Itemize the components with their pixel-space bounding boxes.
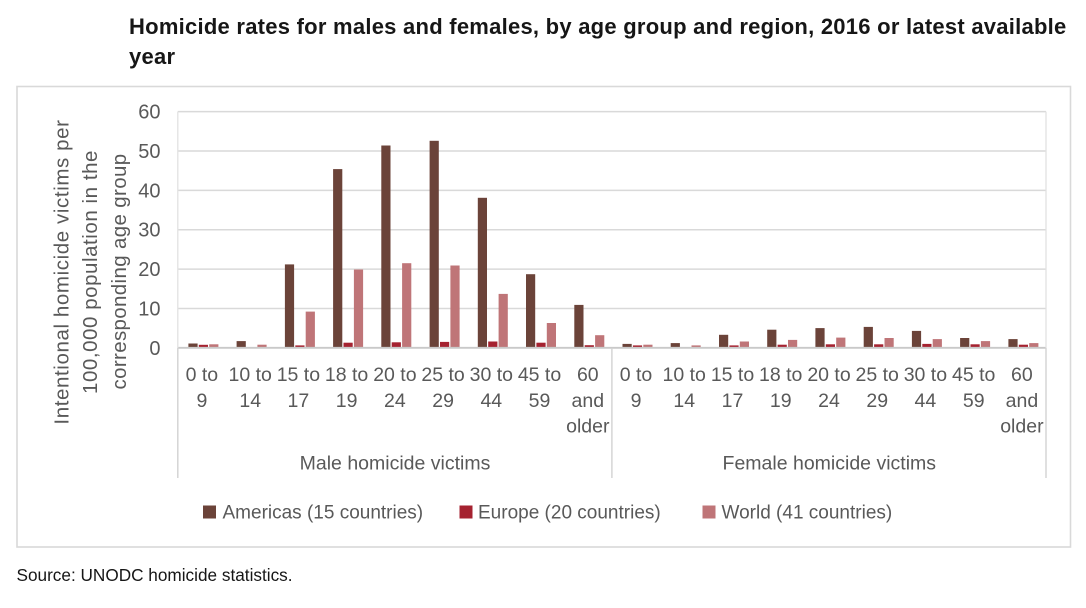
svg-text:Female homicide victims: Female homicide victims [723,453,937,475]
svg-text:older: older [566,416,610,438]
svg-text:45 to: 45 to [518,364,562,386]
svg-text:25 to: 25 to [421,364,465,386]
svg-text:59: 59 [963,390,985,412]
svg-text:25 to: 25 to [856,364,900,386]
svg-text:29: 29 [866,390,888,412]
svg-text:and: and [572,390,605,412]
svg-text:10: 10 [138,298,160,320]
svg-text:30: 30 [138,220,160,242]
svg-text:World (41 countries): World (41 countries) [722,503,893,524]
svg-text:44: 44 [915,390,937,412]
svg-text:40: 40 [138,180,160,202]
svg-text:18 to: 18 to [325,364,369,386]
svg-text:20: 20 [138,259,160,281]
svg-text:0 to: 0 to [620,364,653,386]
svg-text:30 to: 30 to [904,364,948,386]
svg-text:Male homicide victims: Male homicide victims [300,453,491,475]
svg-text:Americas (15 countries): Americas (15 countries) [223,503,424,524]
svg-text:59: 59 [529,390,551,412]
svg-text:24: 24 [818,390,840,412]
svg-text:10 to: 10 to [229,364,273,386]
svg-text:corresponding age group: corresponding age group [108,154,131,390]
svg-text:17: 17 [722,390,744,412]
svg-text:19: 19 [770,390,792,412]
svg-text:9: 9 [196,390,207,412]
svg-text:10 to: 10 to [663,364,707,386]
svg-text:older: older [1000,416,1044,438]
svg-text:Intentional homicide victims p: Intentional homicide victims per [51,119,74,424]
svg-text:14: 14 [239,390,261,412]
svg-text:18 to: 18 to [759,364,803,386]
svg-text:44: 44 [480,390,502,412]
svg-text:20 to: 20 to [373,364,417,386]
svg-text:17: 17 [288,390,310,412]
svg-text:14: 14 [673,390,695,412]
svg-text:15 to: 15 to [277,364,321,386]
svg-text:0 to: 0 to [186,364,219,386]
svg-text:Europe (20 countries): Europe (20 countries) [478,503,661,524]
svg-text:45 to: 45 to [952,364,996,386]
svg-text:and: and [1006,390,1039,412]
svg-text:60: 60 [1011,364,1033,386]
svg-text:50: 50 [138,141,160,163]
svg-text:0: 0 [149,338,160,360]
svg-text:9: 9 [631,390,642,412]
svg-text:30 to: 30 to [470,364,514,386]
svg-text:15 to: 15 to [711,364,755,386]
svg-text:24: 24 [384,390,406,412]
svg-text:20 to: 20 to [807,364,851,386]
svg-text:60: 60 [138,102,160,124]
svg-text:100,000 population in the: 100,000 population in the [79,150,102,394]
svg-text:19: 19 [336,390,358,412]
svg-text:29: 29 [432,390,454,412]
svg-text:60: 60 [577,364,599,386]
